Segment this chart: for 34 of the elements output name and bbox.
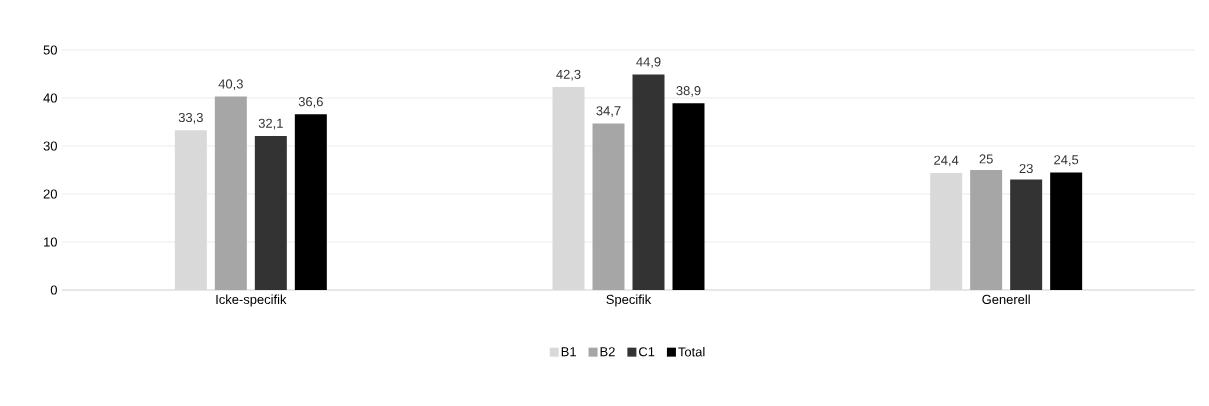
y-tick-label: 0 bbox=[50, 285, 57, 295]
y-tick-label: 20 bbox=[43, 189, 57, 199]
bar bbox=[254, 135, 287, 290]
y-tick-label: 30 bbox=[43, 141, 57, 151]
data-label: 40,3 bbox=[218, 79, 243, 91]
legend-label: B1 bbox=[561, 347, 576, 357]
data-label: 44,9 bbox=[636, 57, 661, 68]
legend-label: Total bbox=[678, 346, 705, 357]
data-label: 42,3 bbox=[556, 69, 581, 81]
bar bbox=[632, 74, 665, 290]
x-tick-label: Icke-specifik bbox=[216, 294, 287, 307]
data-label: 25 bbox=[979, 154, 993, 164]
bar bbox=[930, 172, 963, 290]
data-label: 34,7 bbox=[596, 106, 621, 117]
y-tick-label: 10 bbox=[44, 237, 57, 247]
y-tick-label: 40 bbox=[43, 93, 57, 103]
data-label: 36,6 bbox=[298, 97, 323, 108]
x-tick-label: Generell bbox=[982, 294, 1030, 305]
bar bbox=[1050, 172, 1083, 290]
data-label: 23 bbox=[1019, 163, 1033, 174]
bar bbox=[1010, 179, 1043, 290]
data-label: 32,1 bbox=[258, 118, 283, 130]
data-label: 24,4 bbox=[934, 155, 959, 167]
data-label: 38,9 bbox=[676, 86, 701, 97]
bar bbox=[552, 86, 585, 290]
legend-label: B2 bbox=[600, 347, 615, 357]
data-label: 24,5 bbox=[1054, 155, 1079, 166]
y-tick-label: 50 bbox=[43, 45, 57, 55]
bar bbox=[672, 103, 705, 290]
bar bbox=[174, 130, 207, 290]
bar bbox=[294, 114, 327, 290]
legend-label: C1 bbox=[639, 347, 655, 357]
x-tick-label: Specifik bbox=[606, 294, 652, 307]
data-label: 33,3 bbox=[178, 112, 203, 124]
